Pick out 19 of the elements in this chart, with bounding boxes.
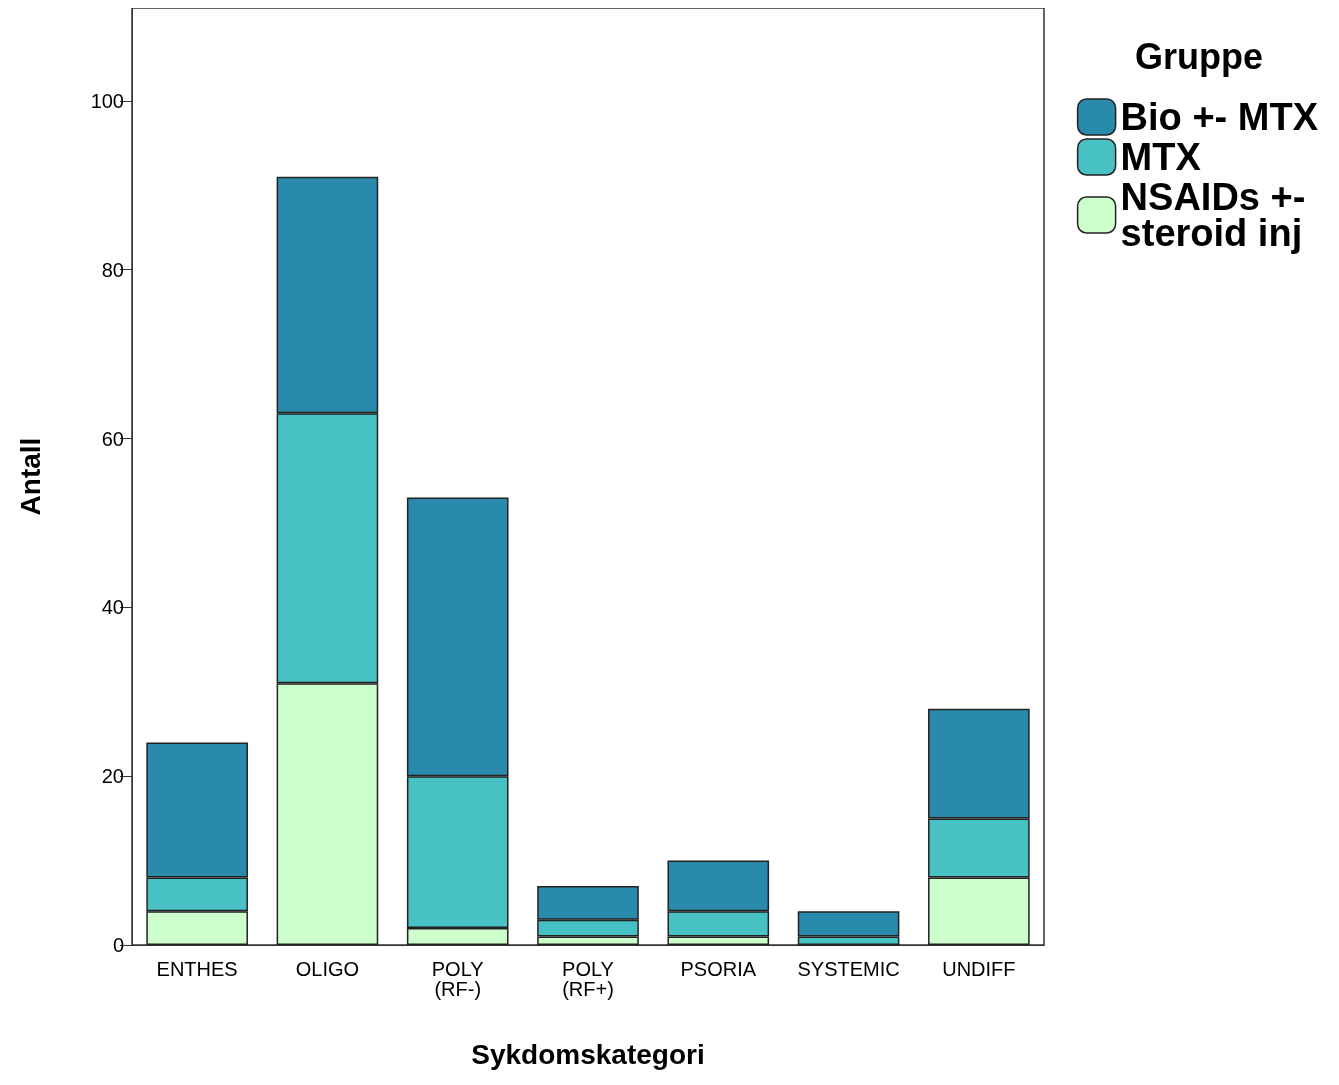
x-tick-label: POLY (RF+) (562, 958, 614, 1000)
x-tick-label: ENTHES (156, 958, 238, 980)
x-tick-label: POLY (RF-) (431, 958, 484, 1000)
y-tick-label: 80 (101, 258, 124, 281)
legend-label: Bio +- MTX (1120, 96, 1319, 138)
y-tick-label: 60 (101, 427, 124, 450)
x-tick-label: SYSTEMIC (797, 958, 900, 980)
y-tick-label: 40 (101, 596, 124, 619)
y-tick-label: 0 (112, 934, 124, 956)
y-tick-label: 100 (90, 89, 124, 112)
legend-label: MTX (1120, 136, 1202, 178)
legend-label: NSAIDs +- steroid inj (1120, 176, 1306, 254)
x-axis-title: Sykdomskategori (471, 1038, 705, 1070)
x-tick-label: OLIGO (295, 958, 360, 980)
y-tick-label: 20 (101, 765, 124, 788)
x-tick-label: PSORIA (680, 958, 757, 980)
legend-title: Gruppe (1135, 35, 1264, 77)
y-axis-title: Antall (14, 437, 46, 516)
x-tick-label: UNDIFF (942, 958, 1016, 980)
